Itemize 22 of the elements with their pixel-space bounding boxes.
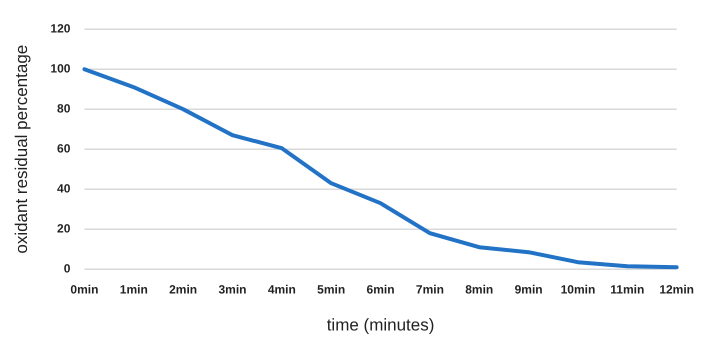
x-tick-label: 0min (70, 282, 98, 297)
y-tick-label: 20 (57, 222, 71, 236)
y-tick-label: 80 (57, 102, 71, 116)
y-axis-title: oxidant residual percentage (12, 44, 31, 254)
x-tick-label: 5min (317, 282, 346, 297)
x-tick-label: 6min (366, 282, 395, 297)
x-tick-label: 10min (560, 282, 596, 297)
x-axis-title: time (minutes) (326, 315, 434, 334)
x-tick-label: 7min (416, 282, 444, 297)
x-tick-label: 2min (169, 282, 198, 297)
x-tick-label: 12min (659, 282, 694, 297)
y-tick-label: 100 (50, 62, 71, 76)
x-tick-label: 1min (120, 282, 148, 297)
y-tick-label: 40 (57, 182, 71, 196)
x-tick-label: 11min (610, 282, 644, 297)
y-tick-label: 60 (57, 142, 71, 156)
y-tick-label: 0 (64, 262, 71, 276)
x-tick-label: 4min (268, 282, 296, 297)
x-tick-label: 3min (218, 282, 246, 297)
x-tick-label: 9min (514, 282, 543, 297)
x-tick-label: 8min (465, 282, 494, 297)
y-tick-label: 120 (50, 22, 71, 36)
